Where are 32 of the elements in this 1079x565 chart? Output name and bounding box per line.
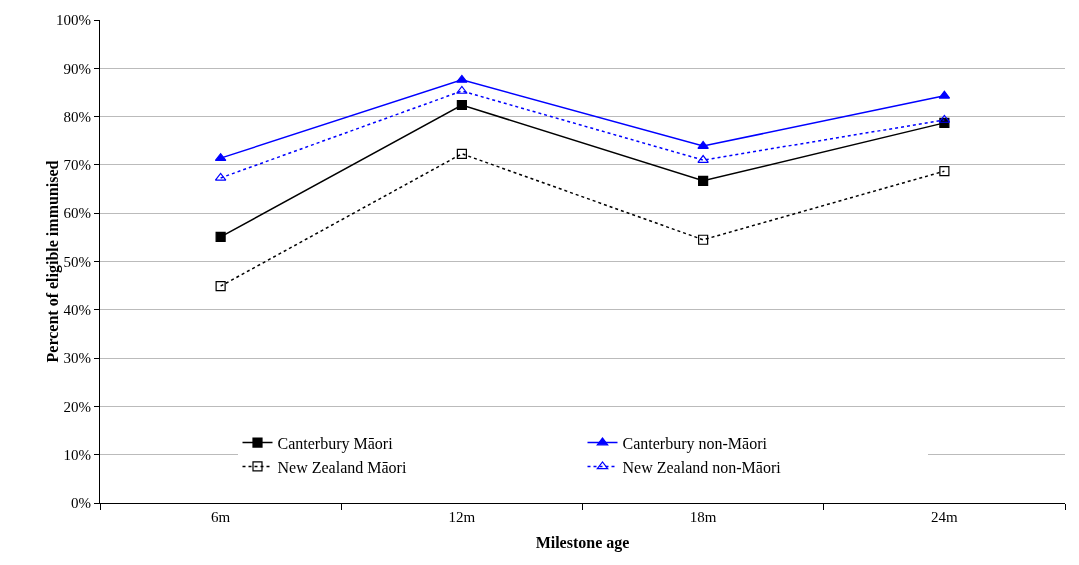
y-tick-label: 20% — [63, 398, 91, 415]
point — [697, 154, 709, 163]
point — [215, 231, 226, 242]
y-tick-label: 10% — [63, 446, 91, 463]
y-tick-label: 50% — [63, 253, 91, 270]
x-axis-title: Milestone age — [535, 533, 630, 552]
y-tick-label: 30% — [63, 350, 91, 367]
y-tick-label: 40% — [63, 302, 91, 319]
point — [697, 140, 709, 149]
x-tick-label: 24m — [931, 509, 959, 525]
y-tick-label: 70% — [63, 157, 91, 174]
point — [456, 148, 467, 159]
point — [698, 175, 709, 186]
point — [456, 99, 467, 111]
point — [939, 166, 950, 177]
legend-label: New Zealand Māori — [277, 458, 407, 476]
y-tick-label: 60% — [63, 205, 91, 222]
point — [698, 234, 709, 245]
y-tick-label: 100% — [56, 12, 91, 29]
x-tick-label: 12m — [448, 509, 476, 525]
point — [456, 85, 468, 94]
point — [215, 281, 226, 292]
y-tick-label: 0% — [71, 495, 91, 512]
y-tick-label: 80% — [63, 108, 91, 125]
y-axis-title: Percent of eligible immunised — [43, 160, 62, 363]
x-tick-label: 6m — [211, 509, 231, 525]
legend-label: Canterbury Māori — [277, 434, 394, 453]
y-tick-label: 90% — [63, 60, 91, 77]
x-tick-label: 18m — [689, 509, 717, 525]
point — [456, 74, 468, 83]
legend-label: New Zealand non-Māori — [622, 458, 782, 476]
legend-label: Canterbury non-Māori — [622, 434, 768, 453]
